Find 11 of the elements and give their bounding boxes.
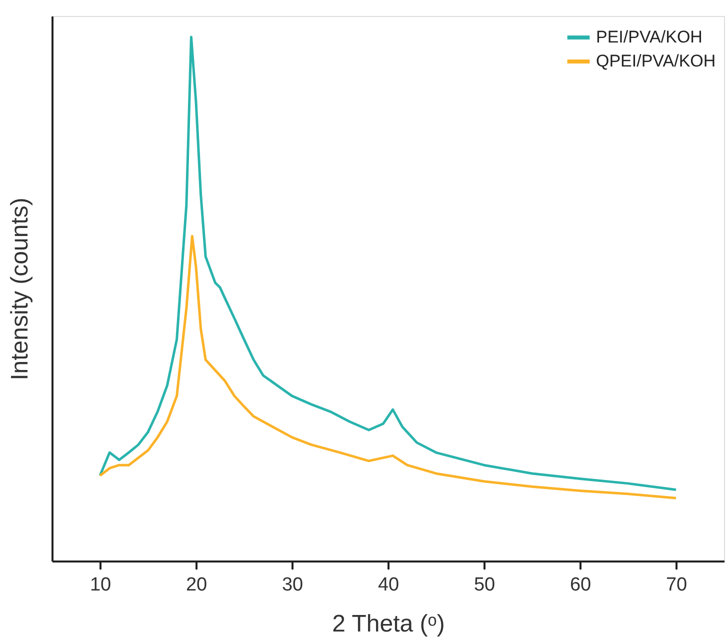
x-tick-label: 60 (570, 574, 592, 596)
x-tick-label: 40 (378, 574, 400, 596)
x-axis-title: 2 Theta (ᵒ) (332, 610, 445, 638)
y-axis-title: Intensity (counts) (6, 198, 34, 380)
x-tick-label: 30 (282, 574, 304, 596)
x-tick-label: 10 (90, 574, 112, 596)
legend-label: QPEI/PVA/KOH (596, 52, 716, 70)
legend-label: PEI/PVA/KOH (596, 28, 702, 46)
x-tick-label: 50 (474, 574, 496, 596)
x-tick-label: 20 (186, 574, 208, 596)
x-tick-label: 70 (666, 574, 688, 596)
